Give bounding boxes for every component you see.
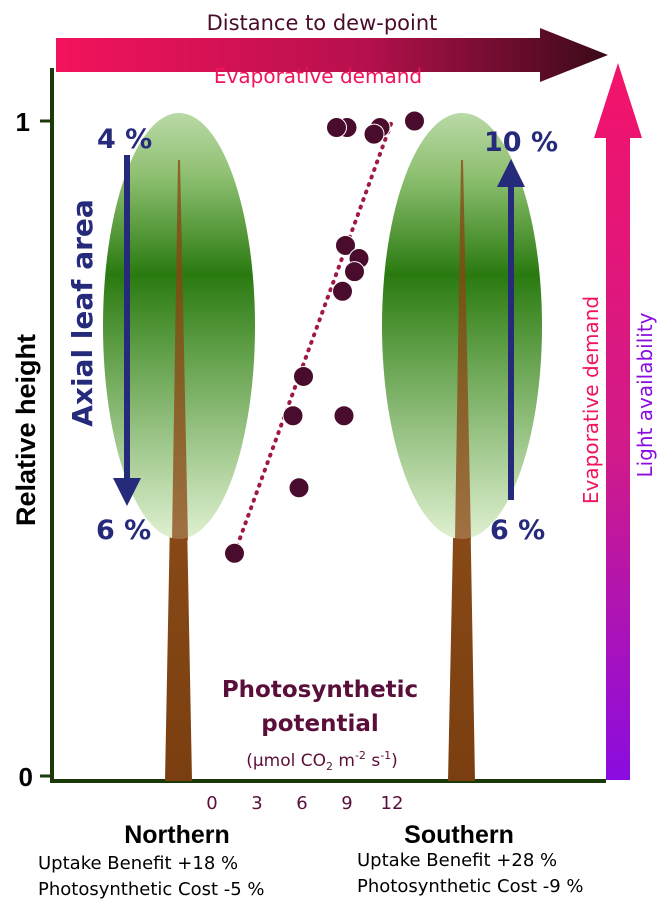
northern-benefit: Uptake Benefit +18 % xyxy=(38,853,238,874)
x-tick-label: 6 xyxy=(296,793,307,814)
axial-leaf-area-label: Axial leaf area xyxy=(66,199,99,427)
photo-title-line1: Photosynthetic xyxy=(222,677,418,703)
photo-unit: (µmol CO2 m-2 s-1) xyxy=(246,749,398,773)
right-top-percent: 10 % xyxy=(484,127,558,158)
southern-label: Southern xyxy=(404,821,514,849)
y-axis-label: Relative height xyxy=(11,334,41,526)
left-tree-trunk-inner xyxy=(172,160,188,540)
left-tree xyxy=(103,113,255,781)
data-point xyxy=(224,542,245,564)
northern-label: Northern xyxy=(124,821,230,849)
photosynthesis-scatter xyxy=(224,110,425,564)
data-point xyxy=(282,405,304,427)
x-tick-label: 0 xyxy=(206,793,217,814)
x-tick-label: 3 xyxy=(251,793,262,814)
data-point xyxy=(344,261,365,283)
data-point xyxy=(293,365,314,387)
northern-cost: Photosynthetic Cost -5 % xyxy=(38,879,265,900)
data-point xyxy=(288,477,310,499)
y-tick-top: 1 xyxy=(16,107,30,137)
right-tree xyxy=(382,113,542,781)
top-arrow-label: Distance to dew-point xyxy=(207,11,438,35)
data-point xyxy=(326,117,347,139)
data-point xyxy=(363,123,385,145)
right-tree-trunk-inner xyxy=(455,160,471,540)
y-tick-bottom: 0 xyxy=(19,762,33,792)
left-bottom-percent: 6 % xyxy=(96,515,151,546)
photo-title-line2: potential xyxy=(261,711,379,737)
top-arrow xyxy=(56,28,608,82)
data-point xyxy=(332,280,353,302)
data-point xyxy=(404,110,425,132)
right-arrow xyxy=(594,63,642,780)
trend-line xyxy=(232,119,394,556)
left-down-arrow xyxy=(113,155,141,506)
top-arrow-sublabel: Evaporative demand xyxy=(214,64,422,88)
right-arrow-label-1: Evaporative demand xyxy=(579,296,603,504)
southern-cost: Photosynthetic Cost -9 % xyxy=(357,876,584,897)
right-bottom-percent: 6 % xyxy=(490,515,545,546)
left-top-percent: 4 % xyxy=(97,124,152,155)
x-tick-label: 12 xyxy=(381,793,404,814)
right-arrow-label-2: Light availability xyxy=(633,312,657,477)
southern-benefit: Uptake Benefit +28 % xyxy=(357,850,557,871)
right-up-arrow xyxy=(497,159,525,500)
data-point xyxy=(335,234,356,256)
x-tick-label: 9 xyxy=(341,793,352,814)
data-point xyxy=(333,405,355,427)
